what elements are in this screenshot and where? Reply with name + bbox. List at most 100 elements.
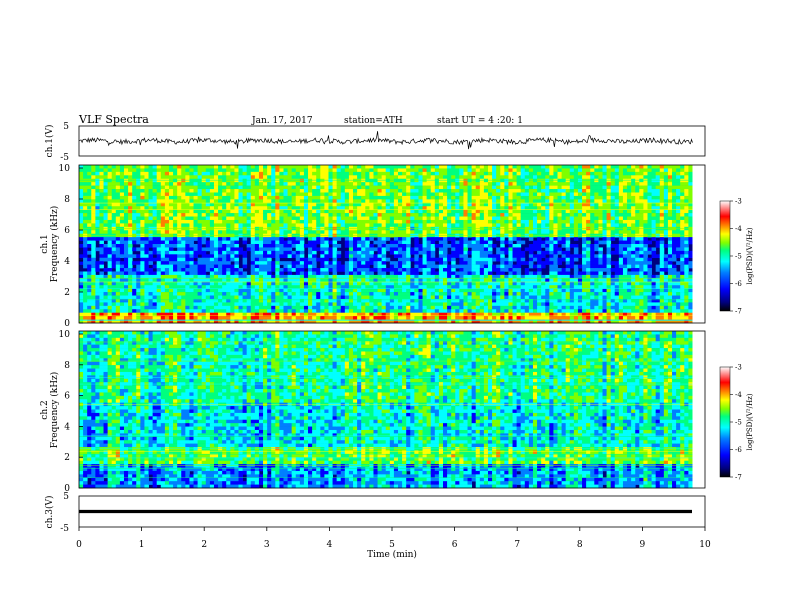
spectrogram-cell	[504, 230, 509, 234]
spectrogram-cell	[246, 247, 252, 252]
spectrogram-cell	[91, 316, 96, 320]
spectrogram-cell	[414, 298, 419, 303]
spectrogram-cell	[205, 195, 211, 200]
spectrogram-cell	[398, 219, 403, 224]
spectrogram-cell	[230, 213, 235, 217]
spectrogram-cell	[181, 216, 186, 221]
spectrogram-cell	[377, 178, 383, 183]
spectrogram-cell	[303, 302, 309, 307]
spectrogram-cell	[218, 261, 223, 265]
spectrogram-cell	[430, 185, 436, 190]
spectrogram-cell	[532, 312, 538, 317]
spectrogram-cell	[189, 295, 194, 300]
spectrogram-cell	[267, 302, 272, 307]
spectrogram-cell	[128, 257, 133, 262]
spectrogram-cell	[381, 230, 387, 234]
spectrogram-cell	[230, 295, 235, 300]
spectrogram-cell	[164, 288, 170, 293]
spectrogram-cell	[258, 250, 264, 255]
spectrogram-cell	[279, 247, 284, 252]
spectrogram-cell	[492, 202, 497, 207]
spectrogram-cell	[508, 165, 513, 169]
spectrogram-cell	[443, 230, 448, 234]
spectrogram-cell	[189, 316, 194, 320]
spectrogram-cell	[336, 274, 342, 279]
spectrogram-cell	[520, 230, 526, 234]
spectrogram-cell	[279, 271, 284, 276]
spectrogram-cell	[406, 237, 411, 241]
spectrogram-cell	[209, 237, 215, 241]
spectrogram-cell	[336, 292, 342, 296]
spectrogram-cell	[496, 175, 501, 180]
spectrogram-cell	[451, 268, 456, 272]
spectrogram-cell	[123, 202, 129, 207]
spectrogram-cell	[164, 302, 170, 307]
spectrogram-cell	[250, 185, 256, 190]
spectrogram-cell	[271, 285, 276, 289]
spectrogram-cell	[447, 168, 452, 173]
spectrogram-cell	[107, 278, 113, 283]
spectrogram-cell	[398, 182, 403, 186]
spectrogram-cell	[95, 309, 100, 313]
spectrogram-cell	[275, 178, 280, 183]
spectrogram-cell	[500, 182, 505, 186]
spectrogram-cell	[504, 165, 509, 169]
spectrogram-cell	[393, 292, 399, 296]
spectrogram-cell	[336, 168, 342, 173]
spectrogram-cell	[111, 288, 117, 293]
spectrogram-cell	[463, 165, 468, 169]
spectrogram-cell	[500, 230, 505, 234]
spectrogram-cell	[451, 288, 456, 293]
spectrogram-cell	[140, 268, 145, 272]
spectrogram-cell	[369, 295, 374, 300]
spectrogram-cell	[398, 316, 403, 320]
spectrogram-cell	[185, 202, 190, 207]
spectrogram-cell	[516, 250, 522, 255]
spectrogram-cell	[443, 305, 448, 310]
spectrogram-cell	[79, 285, 84, 289]
spectrogram-cell	[328, 309, 333, 313]
spectrogram-cell	[258, 261, 264, 265]
spectrogram-cell	[250, 295, 256, 300]
spectrogram-cell	[103, 244, 109, 248]
spectrogram-cell	[406, 278, 411, 283]
spectrogram-cell	[377, 189, 383, 193]
spectrogram-cell	[123, 230, 129, 234]
spectrogram-cell	[357, 309, 362, 313]
spectrogram-cell	[95, 278, 100, 283]
spectrogram-cell	[234, 261, 239, 265]
spectrogram-cell	[218, 274, 223, 279]
spectrogram-cell	[443, 257, 448, 262]
spectrogram-cell	[123, 271, 129, 276]
spectrogram-cell	[467, 264, 473, 269]
spectrogram-cell	[492, 165, 497, 169]
spectrogram-cell	[537, 189, 542, 193]
spectrogram-cell	[455, 316, 460, 320]
spectrogram-cell	[532, 288, 538, 293]
spectrogram-cell	[340, 192, 346, 197]
spectrogram-cell	[213, 192, 219, 197]
spectrogram-cell	[123, 195, 129, 200]
spectrogram-cell	[136, 281, 141, 286]
spectrogram-cell	[254, 268, 260, 272]
spectrogram-cell	[213, 182, 219, 186]
spectrogram-cell	[103, 292, 109, 296]
spectrogram-cell	[451, 178, 456, 183]
spectrogram-cell	[226, 281, 231, 286]
spectrogram-cell	[258, 281, 264, 286]
spectrogram-cell	[504, 206, 509, 210]
spectrogram-cell	[385, 312, 391, 317]
spectrogram-cell	[393, 168, 399, 173]
spectrogram-cell	[173, 250, 178, 255]
spectrogram-cell	[185, 182, 190, 186]
spectrogram-cell	[443, 240, 448, 245]
spectrogram-cell	[263, 288, 268, 293]
spectrogram-cell	[209, 295, 215, 300]
spectrogram-cell	[197, 302, 203, 307]
spectrogram-cell	[205, 302, 211, 307]
spectrogram-cell	[344, 199, 350, 204]
spectrogram-cell	[209, 216, 215, 221]
spectrogram-cell	[459, 319, 464, 324]
spectrogram-cell	[504, 175, 509, 180]
spectrogram-cell	[500, 223, 505, 228]
